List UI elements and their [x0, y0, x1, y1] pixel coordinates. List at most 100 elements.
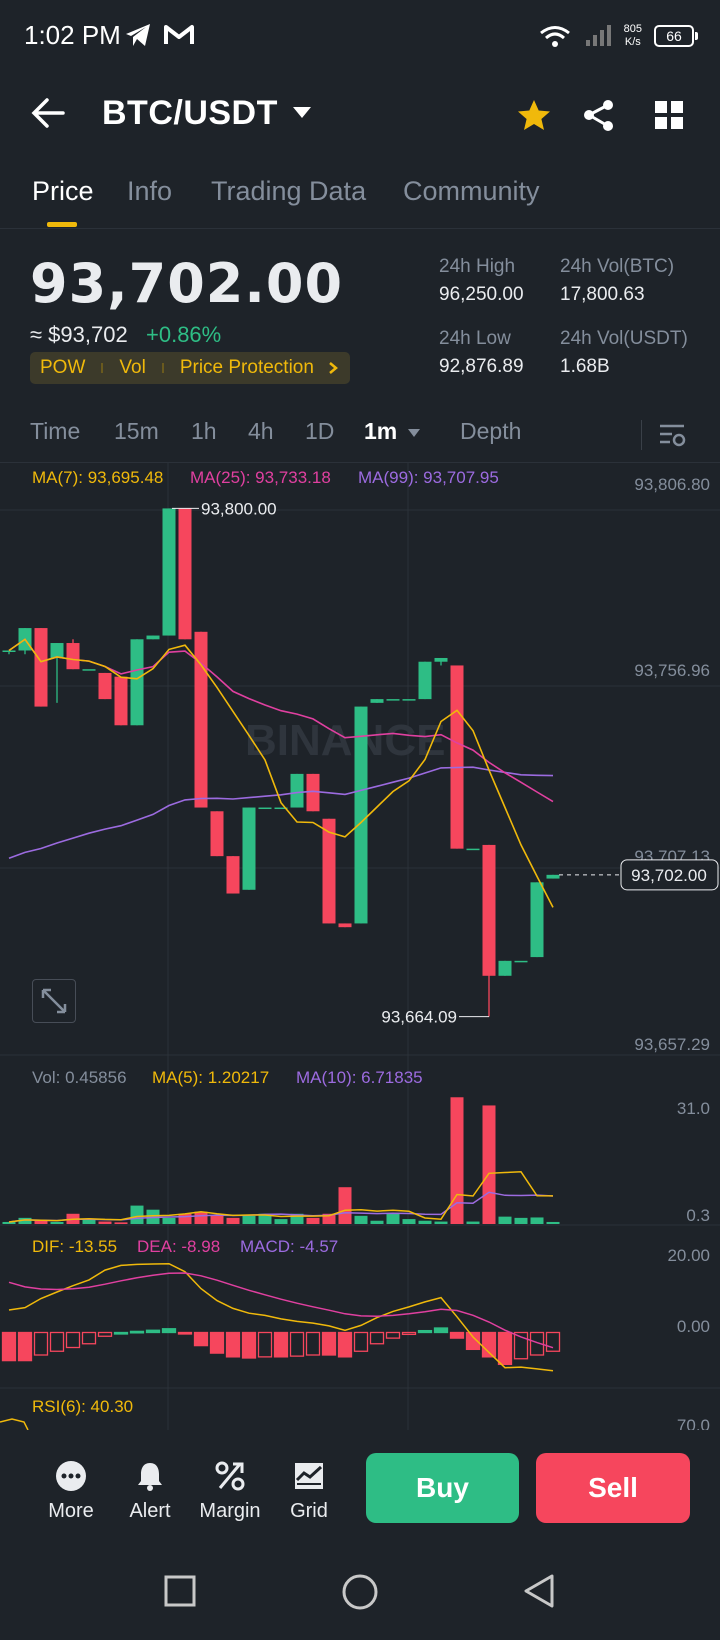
- margin-button[interactable]: Margin: [195, 1460, 265, 1523]
- candle: [322, 818, 336, 924]
- net-speed-value: 805: [623, 23, 642, 35]
- rsi-chart: RSI(6): 40.30 70.0: [0, 1397, 710, 1430]
- macd-histogram-bar: [417, 1329, 433, 1334]
- volume-bar: [50, 1221, 64, 1224]
- interval-1m[interactable]: 1m: [364, 418, 398, 444]
- grid-button[interactable]: Grid: [274, 1460, 344, 1523]
- macd-histogram-bar: [65, 1331, 81, 1349]
- interval-4h[interactable]: 4h: [248, 418, 274, 444]
- tab-info[interactable]: Info: [127, 176, 173, 206]
- home-icon[interactable]: [341, 1573, 379, 1611]
- active-tab-indicator: [47, 222, 77, 227]
- candle: [306, 773, 320, 812]
- sell-button[interactable]: Sell: [536, 1453, 690, 1523]
- high-label: 24h High: [439, 256, 516, 277]
- net-speed-unit: K/s: [624, 36, 641, 48]
- candle: [66, 643, 80, 670]
- tab-price[interactable]: Price: [32, 176, 94, 206]
- macd-histogram-bar: [193, 1331, 209, 1347]
- macd-histogram-bar: [33, 1331, 49, 1356]
- tab-trading-data[interactable]: Trading Data: [211, 176, 367, 206]
- macd-chart: DIF: -13.55 DEA: -8.98 MACD: -4.57 20.00 0.0…: [1, 1237, 710, 1372]
- volume-bar: [434, 1221, 448, 1224]
- system-nav-bar: [0, 1545, 720, 1640]
- volume-bar: [322, 1213, 336, 1224]
- caret-down-icon[interactable]: [407, 428, 421, 438]
- candle: [354, 706, 368, 924]
- macd-histogram-bar: [257, 1331, 273, 1358]
- divider: [641, 420, 642, 450]
- macd-histogram-bar: [129, 1330, 145, 1334]
- macd-histogram-bar: [289, 1331, 305, 1357]
- chart-settings-icon[interactable]: [658, 422, 686, 448]
- gmail-icon: [164, 25, 194, 44]
- buy-button[interactable]: Buy: [366, 1453, 519, 1523]
- tab-community[interactable]: Community: [403, 176, 540, 206]
- more-label: More: [48, 1500, 94, 1522]
- candle: [274, 807, 288, 810]
- interval-15m[interactable]: 15m: [114, 418, 159, 444]
- more-button[interactable]: More: [36, 1460, 106, 1523]
- candle: [386, 699, 400, 701]
- volume-bar: [354, 1215, 368, 1224]
- macd-value-label: MACD: -4.57: [240, 1237, 338, 1256]
- candle: [146, 635, 160, 640]
- ma7-label: MA(7): 93,695.48: [32, 468, 163, 487]
- volume-bar: [306, 1217, 320, 1224]
- tag-pow[interactable]: POW: [40, 357, 86, 378]
- volume-bar: [386, 1213, 400, 1224]
- star-icon[interactable]: [516, 98, 552, 132]
- macd-axis-tick: 0.00: [677, 1317, 710, 1336]
- macd-histogram-bar: [497, 1331, 513, 1366]
- volume-bar: [226, 1217, 240, 1224]
- interval-1h[interactable]: 1h: [191, 418, 217, 444]
- tab-bar: Price Info Trading Data Community: [0, 168, 720, 229]
- margin-percent-icon: [215, 1461, 245, 1491]
- interval-time[interactable]: Time: [30, 418, 81, 444]
- candle: [338, 923, 352, 928]
- alert-button[interactable]: Alert: [115, 1460, 185, 1523]
- interval-1d[interactable]: 1D: [305, 418, 335, 444]
- macd-histogram-bar: [81, 1331, 97, 1345]
- tag-vol[interactable]: Vol: [119, 357, 146, 378]
- volume-bar: [402, 1219, 416, 1224]
- battery-icon: 66: [654, 25, 698, 47]
- rsi-line: [0, 1418, 29, 1430]
- share-icon[interactable]: [582, 98, 616, 132]
- macd-histogram-bar: [209, 1331, 225, 1354]
- tag-price-protection[interactable]: Price Protection: [179, 357, 314, 378]
- candle: [162, 508, 176, 636]
- macd-histogram-bar: [161, 1328, 177, 1334]
- volume-bar: [82, 1219, 96, 1224]
- grid-icon[interactable]: [654, 100, 684, 130]
- volume-bar: [274, 1219, 288, 1224]
- caret-down-icon[interactable]: [292, 106, 312, 120]
- tag-bar[interactable]: POW Vol Price Protection: [30, 352, 350, 384]
- macd-histogram-bar: [113, 1331, 129, 1335]
- chart-area[interactable]: BINANCE MA(7): 93,695.48 MA(25): 93,733.18…: [0, 463, 720, 1430]
- candle: [130, 639, 144, 726]
- wifi-icon: [539, 26, 570, 47]
- recent-apps-icon[interactable]: [164, 1575, 196, 1607]
- volume-bar: [258, 1213, 272, 1224]
- macd-histogram-bar: [305, 1331, 321, 1356]
- expand-icon: [41, 988, 67, 1014]
- macd-histogram-bar: [433, 1327, 449, 1334]
- back-icon[interactable]: [522, 1573, 556, 1609]
- macd-histogram-bar: [353, 1331, 369, 1352]
- high-value: 96,250.00: [439, 284, 524, 305]
- arrow-left-icon[interactable]: [30, 96, 68, 130]
- pair-title[interactable]: BTC/USDT: [102, 94, 278, 132]
- interval-depth[interactable]: Depth: [460, 418, 522, 444]
- candle: [82, 669, 96, 671]
- macd-histogram-bar: [225, 1331, 241, 1358]
- current-price-label: 93,702.00: [631, 866, 707, 885]
- macd-histogram-bar: [449, 1331, 465, 1339]
- candle: [370, 699, 384, 703]
- macd-histogram-bar: [273, 1331, 289, 1358]
- fullscreen-button[interactable]: [32, 979, 76, 1023]
- candle: [466, 848, 480, 851]
- candle: [194, 631, 208, 808]
- price-axis-tick: 93,806.80: [634, 475, 710, 494]
- bottom-action-bar: More Alert Margin Grid Buy Sell: [0, 1430, 720, 1545]
